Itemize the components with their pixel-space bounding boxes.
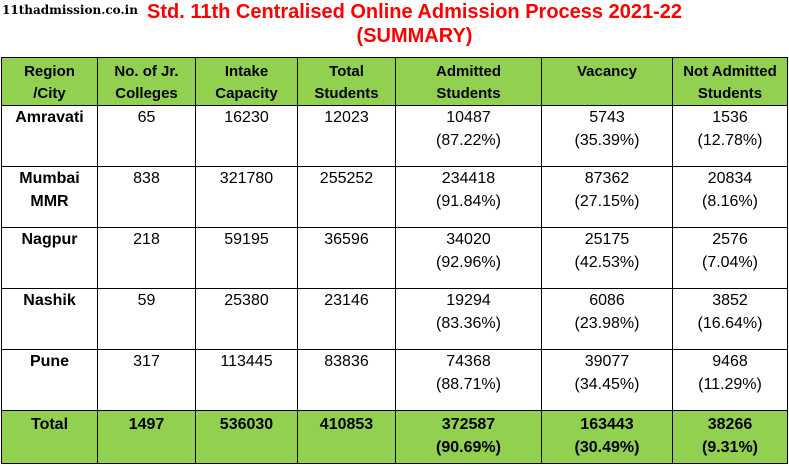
vacancy-cell: 163443 (30.49%)	[541, 410, 673, 464]
colleges-cell: 317	[97, 349, 196, 411]
not-admitted-cell: 3852 (16.64%)	[672, 288, 788, 350]
intake-cell: 536030	[195, 410, 298, 464]
vacancy-cell: 39077 (34.45%)	[541, 349, 673, 411]
vacancy-cell: 5743 (35.39%)	[541, 105, 673, 167]
admitted-cell: 34020 (92.96%)	[395, 227, 542, 289]
region-cell: Nagpur	[1, 227, 98, 289]
total-cell: 23146	[297, 288, 396, 350]
vacancy-cell: 87362 (27.15%)	[541, 166, 673, 228]
colleges-cell: 65	[97, 105, 196, 167]
table-header-row: Region/City No. of Jr. Colleges Intake Cap…	[1, 57, 788, 106]
admitted-cell: 74368 (88.71%)	[395, 349, 542, 411]
region-cell: Mumbai MMR	[1, 166, 98, 228]
admitted-cell: 234418 (91.84%)	[395, 166, 542, 228]
total-cell: 83836	[297, 349, 396, 411]
not-admitted-cell: 9468 (11.29%)	[672, 349, 788, 411]
total-cell: 36596	[297, 227, 396, 289]
admitted-cell: 372587 (90.69%)	[395, 410, 542, 464]
table-row: Nagpur 218 59195 36596 34020 (92.96%) 251…	[1, 227, 788, 289]
header-vacancy: Vacancy	[541, 57, 673, 106]
table-row: Mumbai MMR 838 321780 255252 234418 (91.84…	[1, 166, 788, 228]
header-not-admitted: Not Admitted Students	[672, 57, 788, 106]
site-watermark: 11thadmission.co.in	[2, 3, 138, 17]
total-cell: 12023	[297, 105, 396, 167]
table-row: Amravati 65 16230 12023 10487 (87.22%) 57…	[1, 105, 788, 167]
table-row: Pune 317 113445 83836 74368 (88.71%) 3907…	[1, 349, 788, 411]
region-cell: Nashik	[1, 288, 98, 350]
summary-table: Region/City No. of Jr. Colleges Intake Cap…	[1, 57, 788, 464]
header-total-students: Total Students	[297, 57, 396, 106]
vacancy-cell: 6086 (23.98%)	[541, 288, 673, 350]
intake-cell: 113445	[195, 349, 298, 411]
colleges-cell: 838	[97, 166, 196, 228]
colleges-cell: 1497	[97, 410, 196, 464]
colleges-cell: 218	[97, 227, 196, 289]
not-admitted-cell: 2576 (7.04%)	[672, 227, 788, 289]
intake-cell: 25380	[195, 288, 298, 350]
header-admitted: Admitted Students	[395, 57, 542, 106]
admitted-cell: 10487 (87.22%)	[395, 105, 542, 167]
table-row: Nashik 59 25380 23146 19294 (83.36%) 6086…	[1, 288, 788, 350]
not-admitted-cell: 1536 (12.78%)	[672, 105, 788, 167]
intake-cell: 59195	[195, 227, 298, 289]
colleges-cell: 59	[97, 288, 196, 350]
region-cell: Amravati	[1, 105, 98, 167]
page-title: Std. 11th Centralised Online Admission P…	[146, 1, 682, 23]
region-cell: Pune	[1, 349, 98, 411]
total-label: Total	[1, 410, 98, 464]
total-row: Total 1497 536030 410853 372587 (90.69%) …	[1, 410, 788, 464]
header-region: Region/City	[1, 57, 98, 106]
header-colleges: No. of Jr. Colleges	[97, 57, 196, 106]
intake-cell: 16230	[195, 105, 298, 167]
vacancy-cell: 25175 (42.53%)	[541, 227, 673, 289]
not-admitted-cell: 38266 (9.31%)	[672, 410, 788, 464]
page-subtitle: (SUMMARY)	[356, 25, 473, 47]
not-admitted-cell: 20834 (8.16%)	[672, 166, 788, 228]
header-intake: Intake Capacity	[195, 57, 298, 106]
total-cell: 410853	[297, 410, 396, 464]
total-cell: 255252	[297, 166, 396, 228]
admitted-cell: 19294 (83.36%)	[395, 288, 542, 350]
intake-cell: 321780	[195, 166, 298, 228]
